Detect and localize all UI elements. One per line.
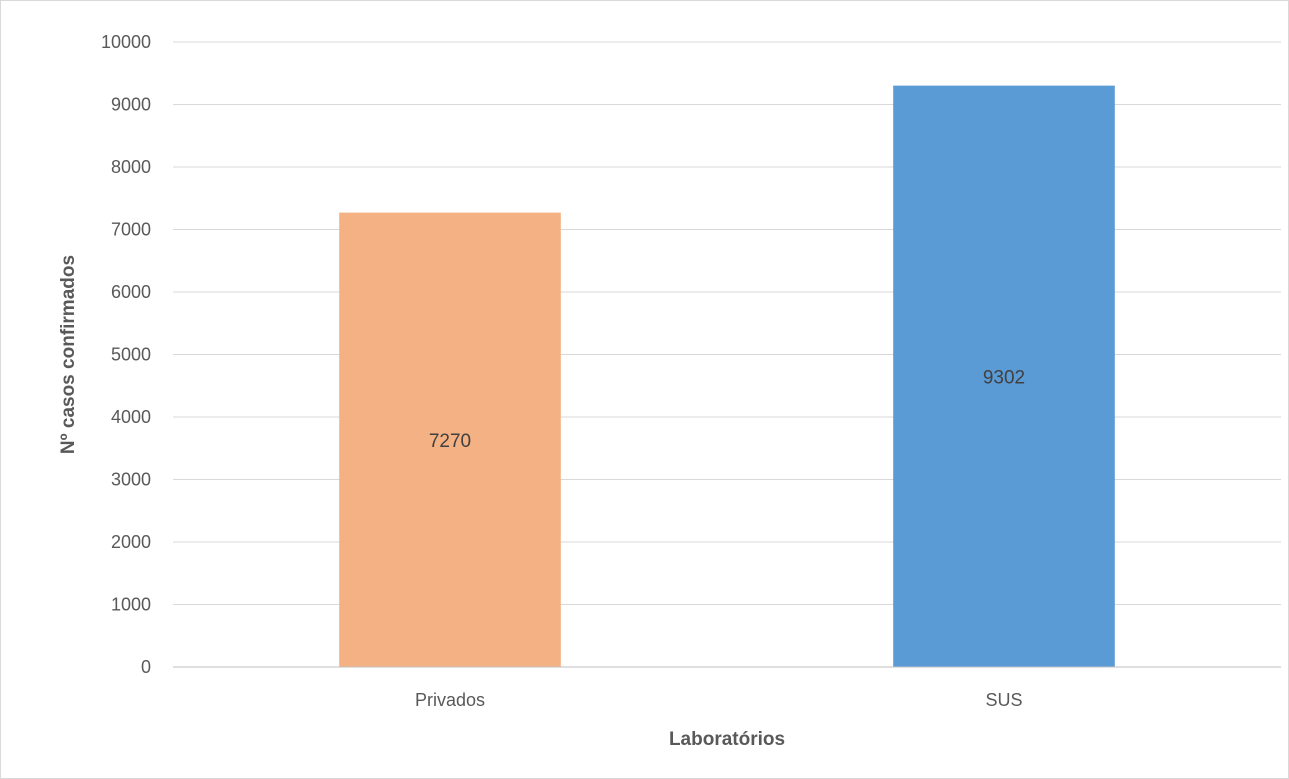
- y-tick-label: 8000: [111, 157, 151, 177]
- y-tick-label: 1000: [111, 595, 151, 615]
- y-tick-label: 3000: [111, 470, 151, 490]
- y-tick-label: 0: [141, 657, 151, 677]
- y-tick-label: 10000: [101, 32, 151, 52]
- x-axis-title: Laboratórios: [669, 729, 785, 750]
- bar-sus: [893, 85, 1115, 667]
- y-axis-ticks: 0 1000 2000 3000 4000 5000 6000 7000 8000 9000 100…: [101, 32, 151, 677]
- y-tick-label: 2000: [111, 532, 151, 552]
- data-label: 7270: [429, 431, 471, 452]
- y-tick-label: 7000: [111, 220, 151, 240]
- y-tick-label: 6000: [111, 282, 151, 302]
- y-tick-label: 4000: [111, 407, 151, 427]
- x-axis-categories: Privados SUS: [415, 690, 1023, 710]
- bar-privados: [339, 212, 561, 667]
- y-tick-label: 5000: [111, 345, 151, 365]
- y-tick-label: 9000: [111, 95, 151, 115]
- bars: 7270 9302: [339, 85, 1115, 667]
- x-category-label: Privados: [415, 690, 485, 710]
- data-label: 9302: [983, 367, 1025, 388]
- x-category-label: SUS: [985, 690, 1022, 710]
- y-axis-title: Nº casos confirmados: [58, 255, 79, 454]
